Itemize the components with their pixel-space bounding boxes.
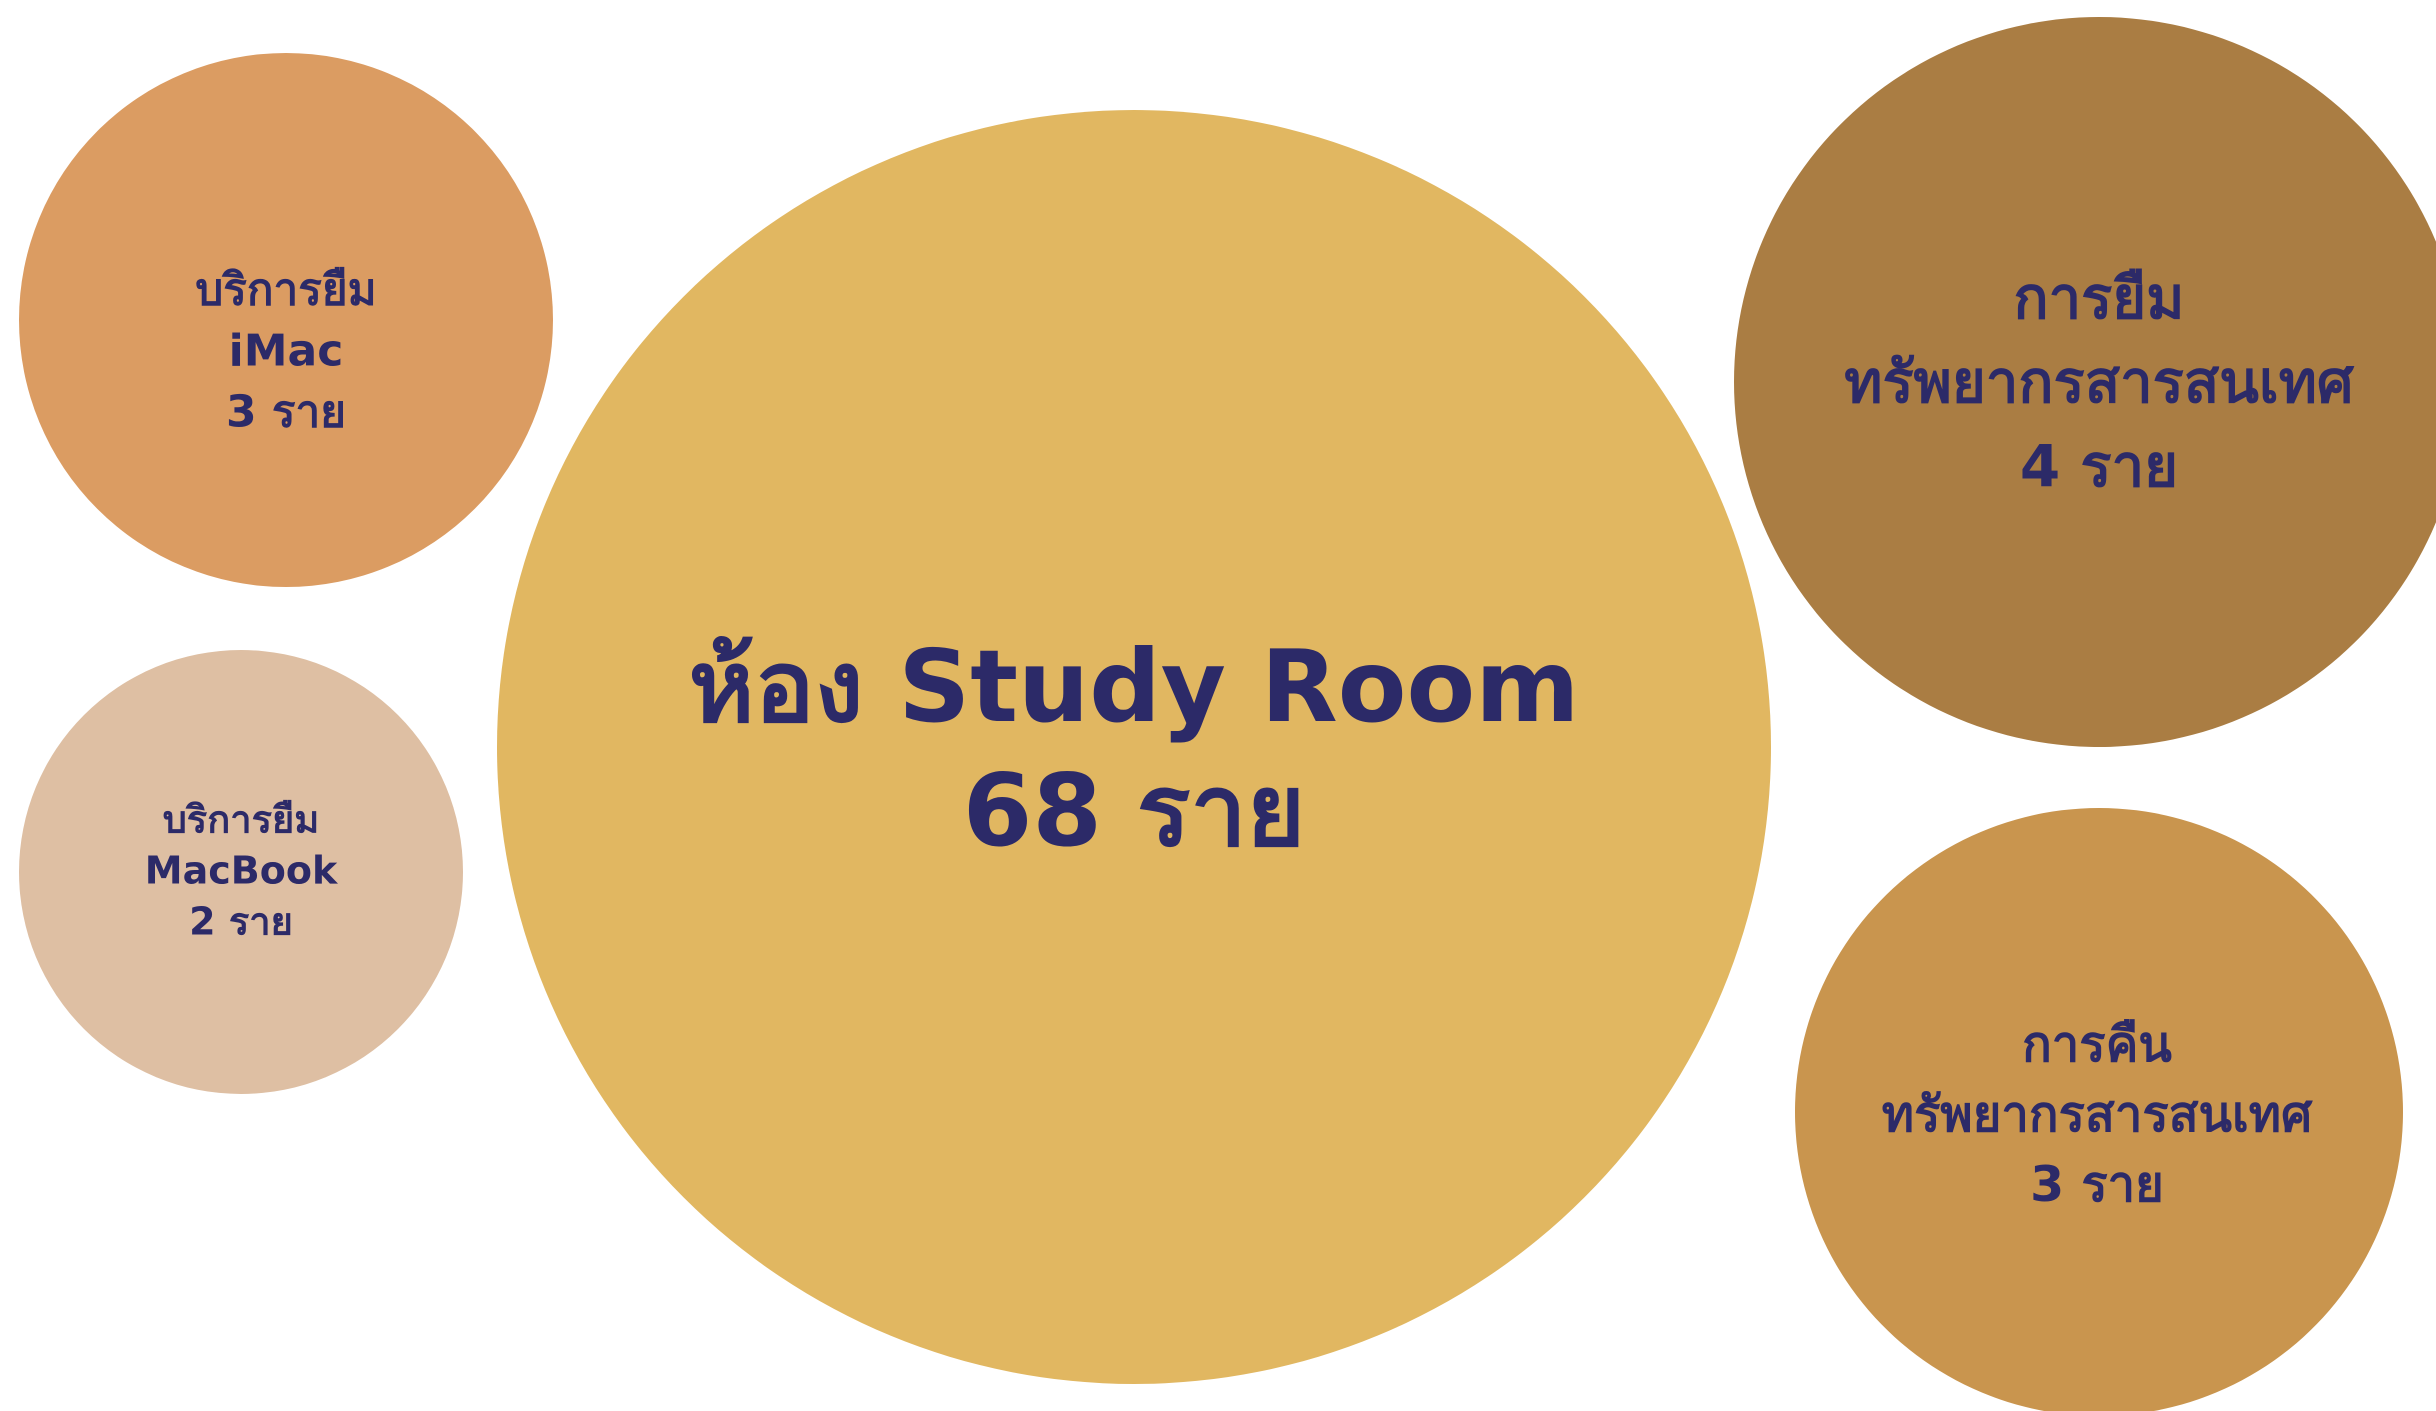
bubble-title-line: การคืน xyxy=(2022,1016,2172,1073)
bubble-imac xyxy=(19,53,553,587)
bubble-count-line: 68 ราย xyxy=(689,749,1580,873)
bubble-value: 3 xyxy=(225,386,257,438)
bubble-unit: ราย xyxy=(2081,1156,2164,1213)
bubble-title-line: บริการยืม xyxy=(162,797,320,842)
bubble-value: 3 xyxy=(2030,1156,2065,1213)
bubble-title-line: การยืม xyxy=(2013,264,2185,332)
bubble-unit: ราย xyxy=(1136,752,1306,869)
bubble-study-room xyxy=(497,110,1771,1384)
bubble-unit: ราย xyxy=(228,899,293,944)
bubble-borrow-resources xyxy=(1734,17,2436,748)
bubble-title-line: บริการยืม xyxy=(195,264,377,316)
bubble-count-line: 4 ราย xyxy=(1844,424,2353,508)
bubble-title-line: ทรัพยากรสารสนเทศ xyxy=(1844,348,2354,416)
bubble-count-line: 3 ราย xyxy=(1882,1150,2312,1220)
bubble-label-return-resources: การคืน ทรัพยากรสารสนเทศ 3 ราย xyxy=(1882,1010,2312,1220)
bubble-title-line: MacBook xyxy=(144,848,338,893)
bubble-count-line: 3 ราย xyxy=(195,382,376,443)
bubble-value: 68 xyxy=(962,752,1102,869)
bubble-unit: ราย xyxy=(2080,432,2179,500)
bubble-value: 2 xyxy=(189,899,216,944)
bubble-return-resources xyxy=(1794,807,2403,1411)
bubble-label-macbook: บริการยืม MacBook 2 ราย xyxy=(145,795,337,948)
bubble-title-line: iMac xyxy=(228,325,344,377)
bubble-label-imac: บริการยืม iMac 3 ราย xyxy=(195,260,376,443)
bubble-title-line: ทรัพยากรสารสนเทศ xyxy=(1881,1086,2313,1143)
bubble-value: 4 xyxy=(2019,432,2061,500)
bubble-label-borrow-resources: การยืม ทรัพยากรสารสนเทศ 4 ราย xyxy=(1844,256,2353,508)
bubble-macbook xyxy=(19,650,463,1094)
bubble-count-line: 2 ราย xyxy=(145,897,337,948)
bubble-unit: ราย xyxy=(271,386,347,438)
bubble-label-study-room: ห้อง Study Room 68 ราย xyxy=(689,625,1580,873)
bubble-title-line: ห้อง Study Room xyxy=(688,628,1580,745)
